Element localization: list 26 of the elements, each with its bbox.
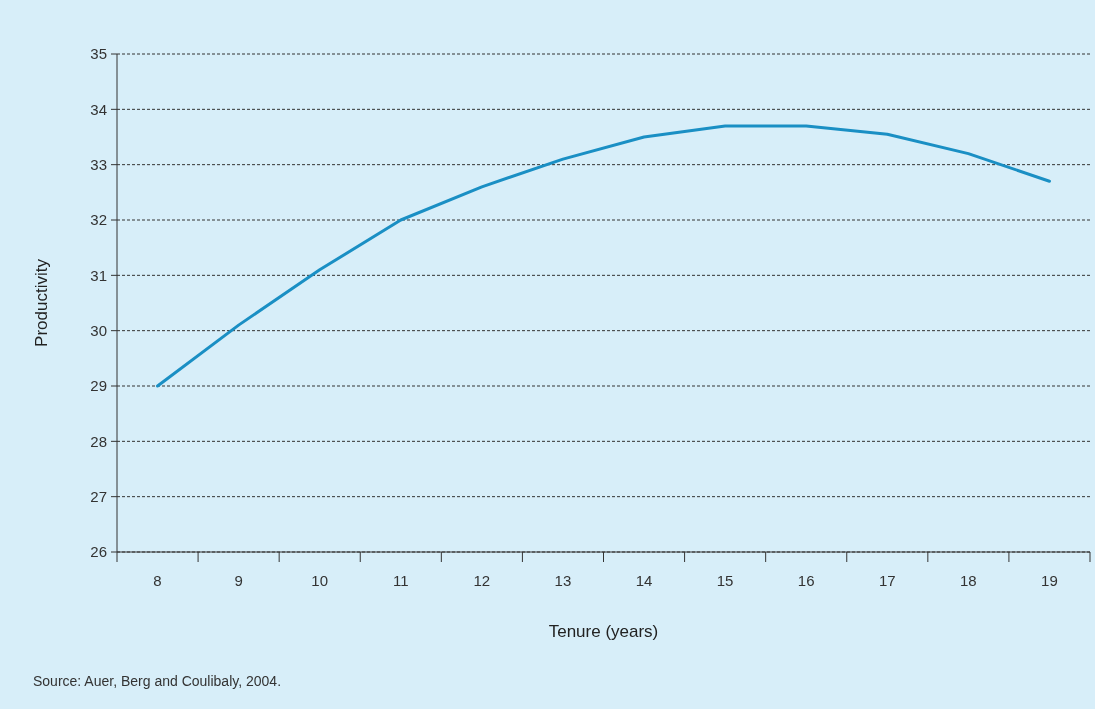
y-tick-label: 32 [90, 211, 107, 229]
x-tick-label: 11 [393, 572, 409, 589]
x-tick-label: 8 [153, 572, 162, 589]
line-series [156, 124, 1051, 388]
y-tick-label: 34 [90, 100, 107, 118]
y-tick-label: 29 [90, 377, 107, 395]
x-axis-title: Tenure (years) [548, 622, 659, 641]
y-tick-label: 27 [90, 487, 107, 505]
x-tick-label: 15 [716, 572, 734, 589]
x-tick-label: 12 [473, 572, 491, 589]
x-tick-label: 19 [1041, 572, 1058, 589]
x-tick-label: 18 [960, 572, 977, 589]
x-tick-label: 13 [554, 572, 572, 589]
y-tick-label: 31 [90, 266, 107, 284]
y-tick-label: 33 [90, 155, 107, 173]
y-axis-title: Productivity [32, 258, 51, 347]
x-tick-label: 14 [635, 572, 653, 589]
source-note: Source: Auer, Berg and Coulibaly, 2004. [33, 673, 282, 689]
y-tick-label: 28 [90, 432, 107, 450]
x-tick-label: 17 [878, 572, 896, 589]
y-tick-label: 35 [90, 45, 107, 63]
y-tick-label: 26 [90, 543, 107, 561]
y-tick-label: 30 [90, 321, 107, 339]
x-tick-label: 9 [234, 572, 243, 589]
x-tick-label: 10 [311, 572, 329, 589]
x-tick-label: 16 [797, 572, 815, 589]
